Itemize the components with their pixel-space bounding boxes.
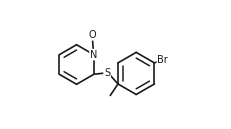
- Text: S: S: [104, 68, 110, 78]
- Text: O: O: [89, 30, 96, 40]
- Text: N: N: [90, 50, 97, 60]
- Text: Br: Br: [157, 55, 168, 65]
